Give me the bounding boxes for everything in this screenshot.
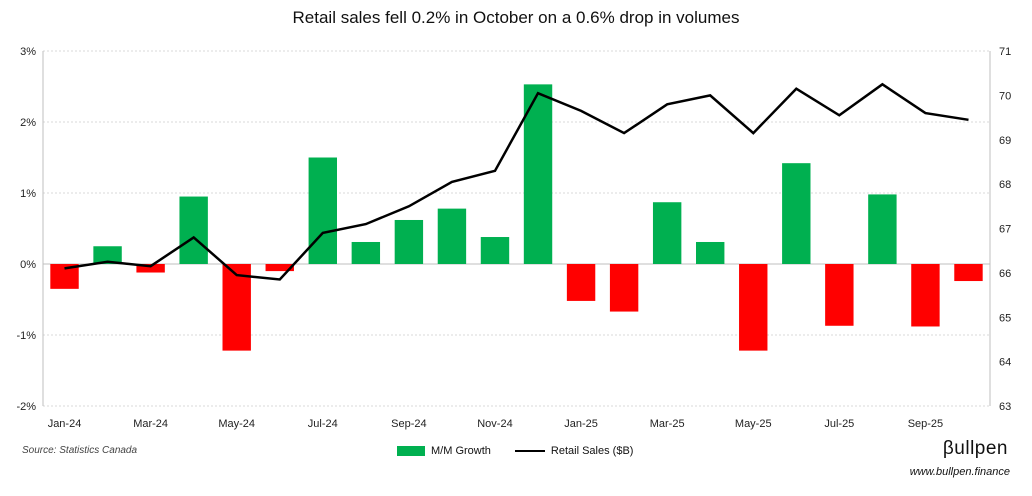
x-tick-label: Mar-25	[650, 418, 685, 430]
y-left-tick-label: -1%	[16, 330, 36, 342]
y-left-tick-label: -2%	[16, 401, 36, 413]
x-tick-label: May-25	[735, 418, 772, 430]
bar-mm-growth	[652, 202, 682, 264]
x-tick-label: Nov-24	[477, 418, 512, 430]
bar-mm-growth	[566, 264, 596, 301]
y-right-tick-label: 70	[999, 90, 1011, 102]
bar-mm-growth	[437, 208, 467, 264]
x-tick-label: Jul-25	[824, 418, 854, 430]
y-right-tick-label: 68	[999, 179, 1011, 191]
x-tick-label: May-24	[218, 418, 255, 430]
bar-mm-growth	[825, 264, 854, 326]
bar-mm-growth	[782, 163, 811, 264]
legend-item-bar: M/M Growth	[397, 445, 491, 457]
y-left-tick-label: 0%	[20, 259, 36, 271]
bar-mm-growth	[609, 264, 639, 312]
x-tick-label: Jan-24	[48, 418, 82, 430]
y-left-tick-label: 2%	[20, 117, 36, 129]
bar-mm-growth	[480, 237, 510, 264]
chart-title: Retail sales fell 0.2% in October on a 0…	[292, 8, 740, 27]
bar-mm-growth	[179, 196, 208, 264]
legend-line-label: Retail Sales ($B)	[550, 445, 634, 457]
x-tick-label: Mar-24	[133, 418, 168, 430]
y-right-tick-label: 66	[999, 268, 1011, 280]
bar-mm-growth	[222, 264, 251, 351]
bar-mm-growth	[911, 264, 940, 327]
y-right-tick-label: 69	[999, 135, 1011, 147]
bar-mm-growth	[739, 264, 768, 351]
y-left-tick-label: 3%	[20, 46, 36, 58]
line-retail-sales	[64, 82, 969, 281]
y-right-tick-label: 64	[999, 357, 1011, 369]
bar-mm-growth	[351, 241, 381, 264]
bar-mm-growth	[265, 264, 294, 272]
bar-mm-growth	[136, 264, 165, 273]
y-left-tick-label: 1%	[20, 188, 36, 200]
brand-logo: βullpen	[942, 438, 1008, 459]
x-tick-label: Jul-24	[308, 418, 338, 430]
bar-mm-growth	[93, 246, 122, 264]
x-tick-label: Sep-25	[908, 418, 943, 430]
y-right-tick-label: 65	[999, 312, 1011, 324]
legend-bar-label: M/M Growth	[431, 445, 491, 457]
bar-mm-growth	[695, 241, 725, 264]
brand-url: www.bullpen.finance	[909, 466, 1010, 478]
y-right-tick-label: 67	[999, 224, 1011, 236]
legend-line-swatch	[514, 450, 545, 452]
x-tick-label: Jan-25	[564, 418, 598, 430]
legend: M/M Growth Retail Sales ($B)	[397, 445, 657, 457]
legend-item-line: Retail Sales ($B)	[514, 445, 634, 457]
source-note: Source: Statistics Canada	[22, 445, 138, 456]
legend-bar-swatch	[397, 446, 425, 456]
bar-mm-growth	[954, 264, 983, 282]
bar-mm-growth	[868, 194, 897, 264]
bar-mm-growth	[308, 157, 338, 264]
y-right-tick-label: 71	[999, 46, 1011, 58]
y-right-tick-label: 63	[999, 401, 1011, 413]
bar-mm-growth	[523, 84, 553, 265]
x-tick-label: Sep-24	[391, 418, 426, 430]
bar-mm-growth	[394, 219, 424, 264]
